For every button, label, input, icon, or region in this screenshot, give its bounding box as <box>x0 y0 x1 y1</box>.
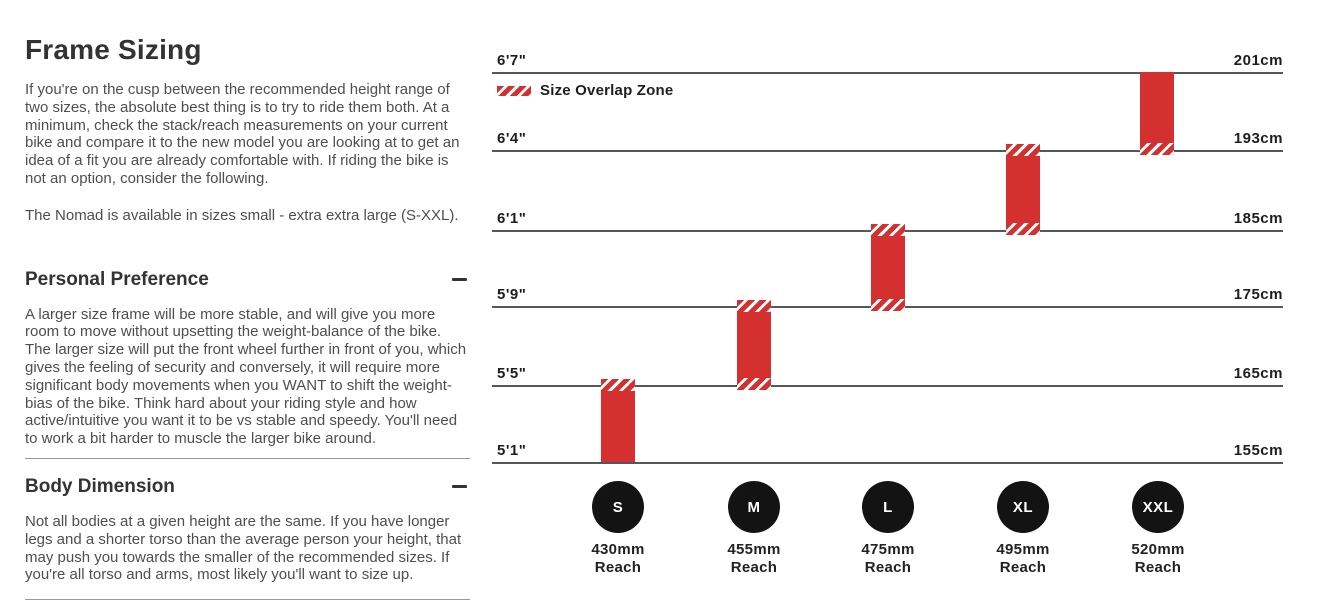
section-heading: Body Dimension <box>25 475 175 497</box>
overlap-cap-top <box>1006 144 1040 156</box>
grid-line <box>492 462 1283 464</box>
reach-value: 495mm <box>996 541 1050 558</box>
height-tick-ft: 5'5" <box>497 365 527 382</box>
accordion-header-personal-preference[interactable]: Personal Preference <box>25 269 470 291</box>
overlap-cap-top <box>737 300 771 312</box>
height-tick-ft: 5'1" <box>497 442 527 459</box>
height-tick-cm: 175cm <box>1233 286 1283 303</box>
overlap-cap-top <box>871 224 905 236</box>
reach-label-l: 475mm Reach <box>828 541 948 577</box>
size-circle-label: L <box>883 498 893 516</box>
height-tick-cm: 201cm <box>1233 52 1283 69</box>
overlap-cap-top <box>601 379 635 391</box>
overlap-cap-bottom <box>737 378 771 390</box>
reach-word: Reach <box>730 559 778 576</box>
height-tick-cm: 185cm <box>1233 210 1283 227</box>
height-tick-cm: 193cm <box>1233 130 1283 147</box>
grid-line <box>492 385 1283 387</box>
overlap-cap-bottom <box>1140 143 1174 155</box>
height-tick-ft: 6'1" <box>497 210 527 227</box>
size-overlap-legend: Size Overlap Zone <box>497 82 673 99</box>
reach-label-xxl: 520mm Reach <box>1098 541 1218 577</box>
size-bar-m <box>737 300 771 390</box>
reach-word: Reach <box>1134 559 1182 576</box>
reach-label-xl: 495mm Reach <box>963 541 1083 577</box>
grid-line <box>492 150 1283 152</box>
reach-value: 430mm <box>591 541 645 558</box>
overlap-cap-bottom <box>871 299 905 311</box>
reach-word: Reach <box>999 559 1047 576</box>
size-circle-label: XL <box>1012 498 1034 516</box>
section-divider <box>25 599 470 601</box>
size-circle-l: L <box>862 481 914 533</box>
frame-size-chart: 6'7" 201cm 6'4" 193cm 6'1" 185cm 5'9" 17… <box>490 0 1283 609</box>
size-circle-s: S <box>592 481 644 533</box>
size-bar-l <box>871 224 905 311</box>
personal-preference-body: A larger size frame will be more stable,… <box>25 305 467 448</box>
size-bar-xl <box>1006 144 1040 235</box>
height-tick-ft: 6'4" <box>497 130 527 147</box>
collapse-minus-icon <box>452 485 467 489</box>
reach-value: 475mm <box>861 541 915 558</box>
intro-paragraph: If you're on the cusp between the recomm… <box>25 81 460 187</box>
legend-label: Size Overlap Zone <box>540 82 674 99</box>
size-bar-xxl <box>1140 72 1174 155</box>
size-circle-xl: XL <box>997 481 1049 533</box>
section-divider <box>25 457 470 459</box>
accordion-header-body-dimension[interactable]: Body Dimension <box>25 476 470 498</box>
grid-line <box>492 72 1283 74</box>
reach-label-m: 455mm Reach <box>694 541 814 577</box>
frame-sizing-article: Frame Sizing If you're on the cusp betwe… <box>25 0 470 601</box>
height-tick-ft: 6'7" <box>497 52 527 69</box>
reach-value: 520mm <box>1131 541 1185 558</box>
size-circle-label: S <box>612 498 624 516</box>
size-circle-m: M <box>728 481 780 533</box>
body-dimension-body: Not all bodies at a given height are the… <box>25 512 462 584</box>
availability-note: The Nomad is available in sizes small - … <box>25 206 459 224</box>
hatch-swatch-icon <box>497 85 531 96</box>
page-title: Frame Sizing <box>25 34 202 65</box>
height-tick-cm: 155cm <box>1233 442 1283 459</box>
reach-word: Reach <box>864 559 912 576</box>
size-bar-s <box>601 379 635 462</box>
height-tick-cm: 165cm <box>1233 365 1283 382</box>
reach-value: 455mm <box>727 541 781 558</box>
reach-word: Reach <box>594 559 642 576</box>
collapse-minus-icon <box>452 278 467 282</box>
section-heading: Personal Preference <box>25 268 209 290</box>
size-circle-label: M <box>747 498 761 516</box>
overlap-cap-bottom <box>1006 223 1040 235</box>
size-circle-xxl: XXL <box>1132 481 1184 533</box>
size-circle-label: XXL <box>1142 498 1174 516</box>
height-tick-ft: 5'9" <box>497 286 527 303</box>
reach-label-s: 430mm Reach <box>558 541 678 577</box>
